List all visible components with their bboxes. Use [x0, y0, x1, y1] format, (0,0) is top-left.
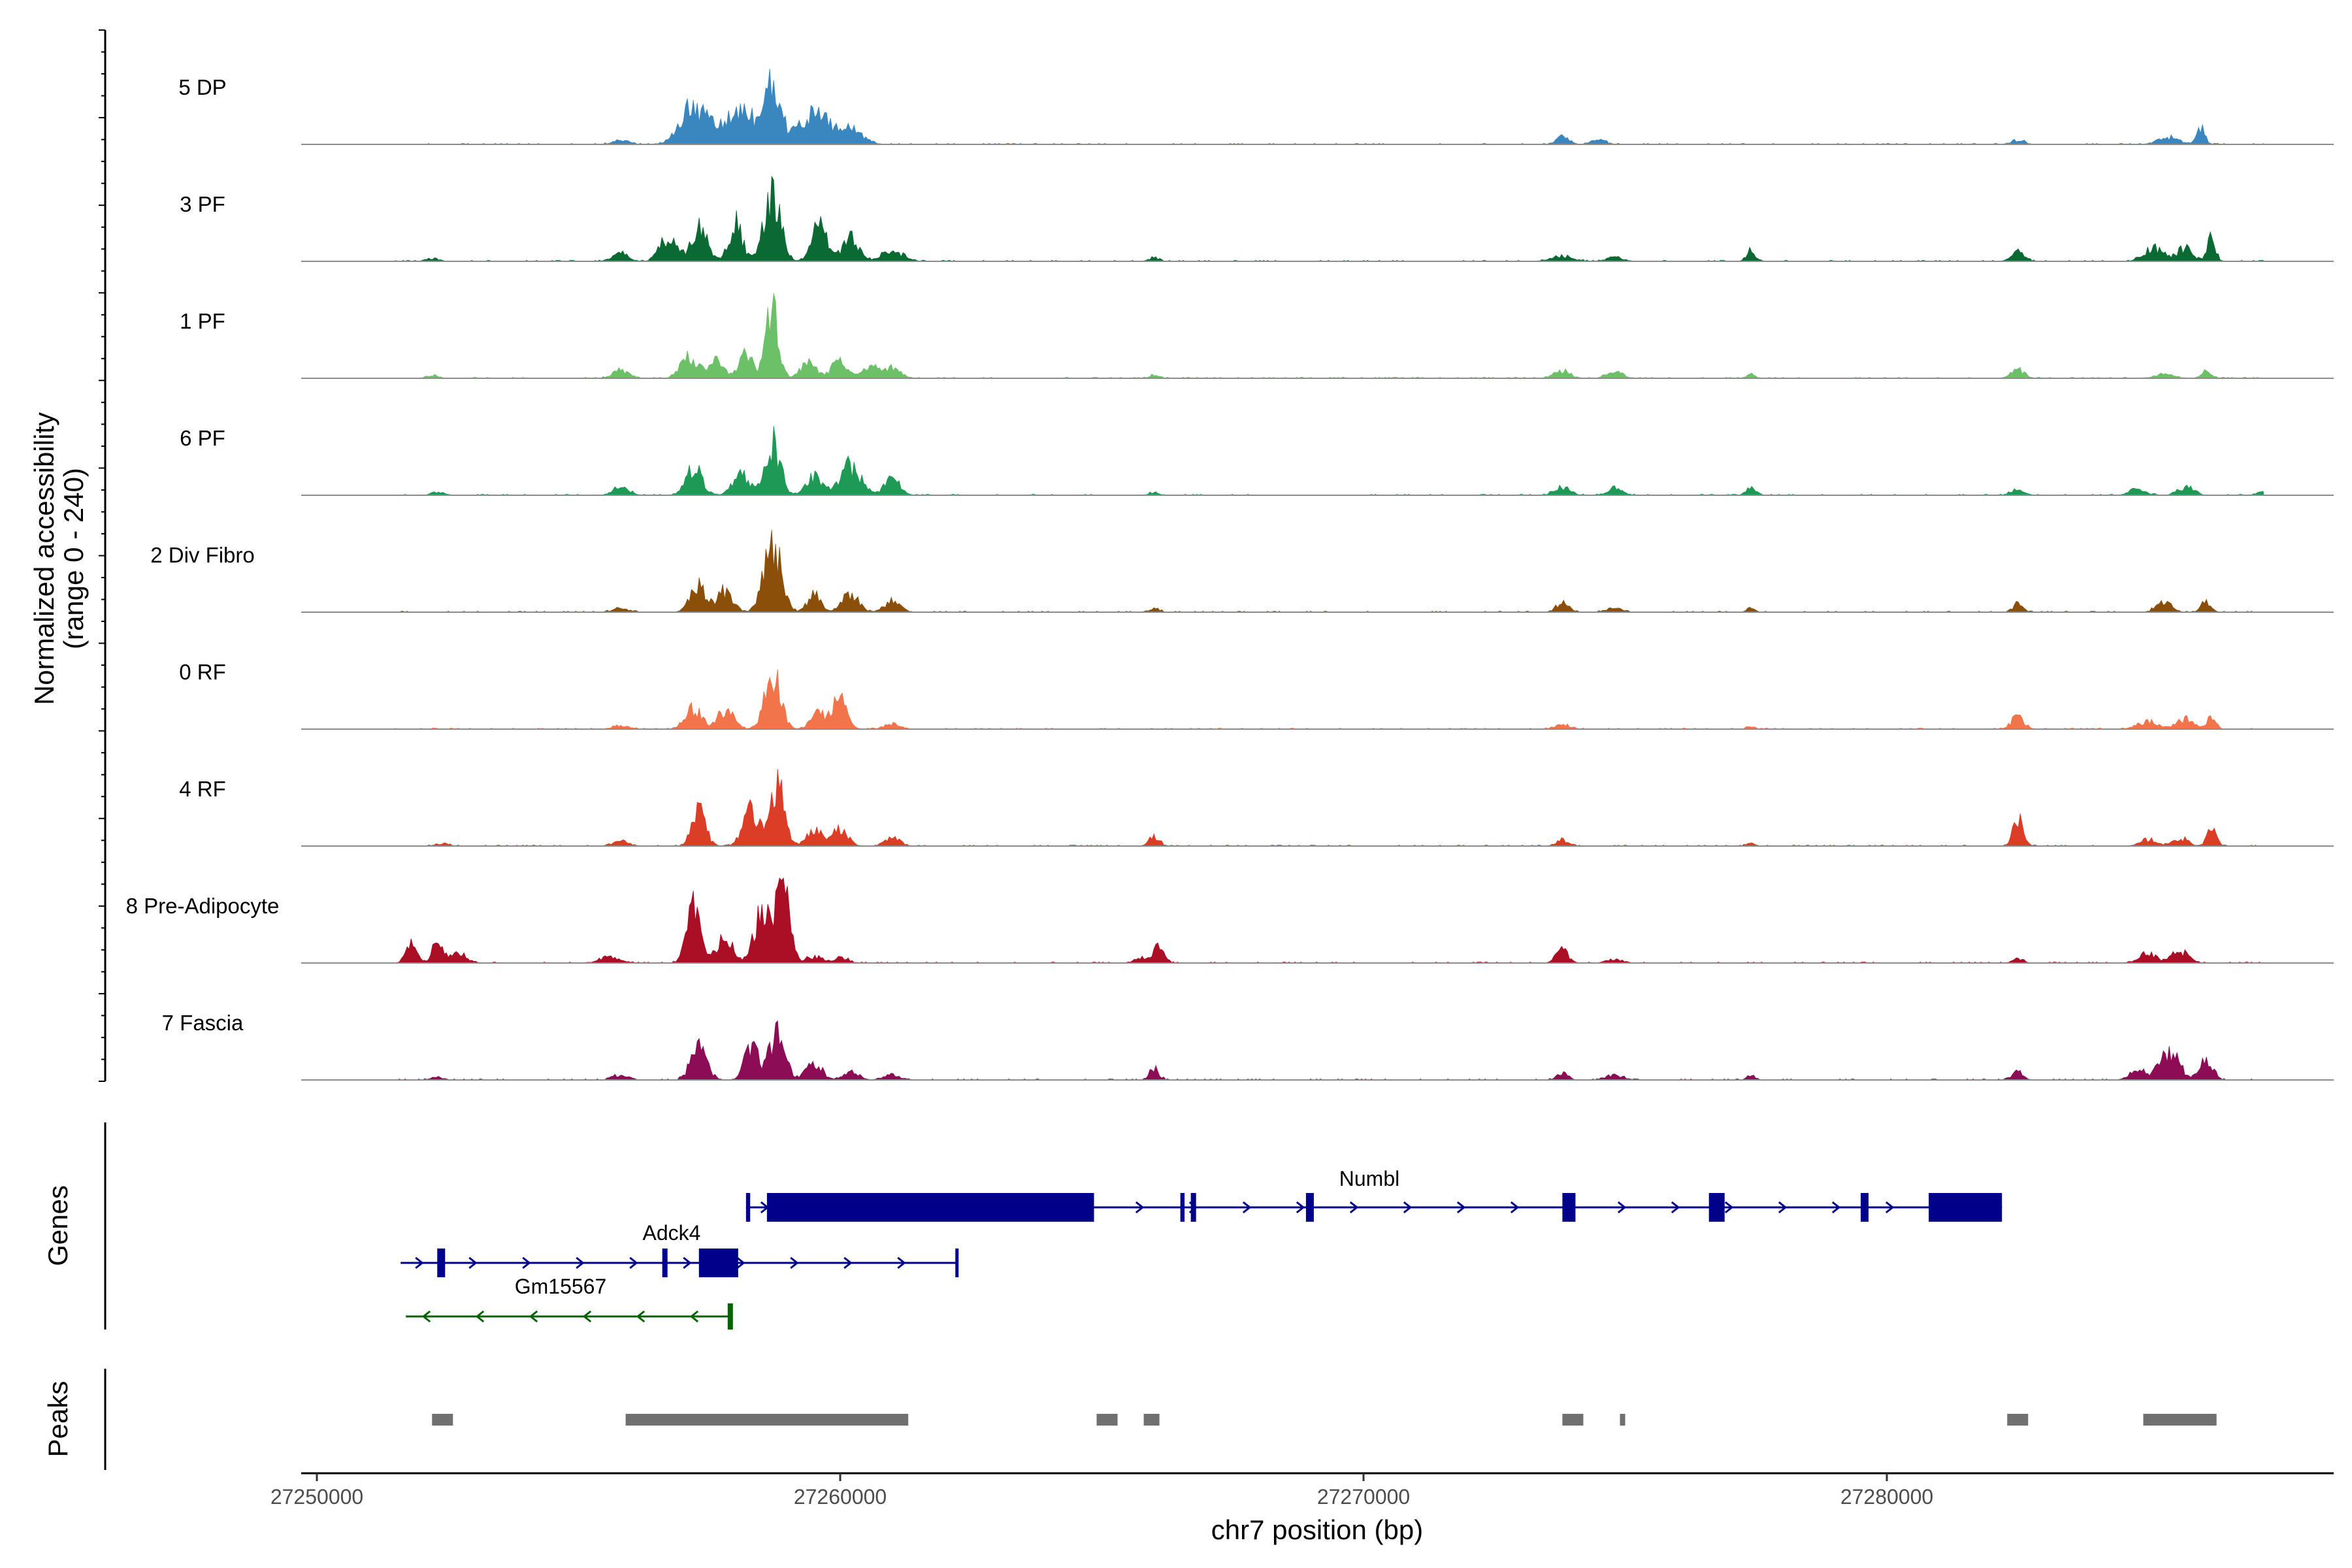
- peak-region: [2143, 1414, 2217, 1426]
- coverage-track: 2 Div Fibro: [150, 530, 2334, 613]
- strand-arrow: [1296, 1201, 1305, 1214]
- strand-arrow: [1724, 1201, 1734, 1214]
- exon-block: [1929, 1193, 2002, 1222]
- peaks-track-title: Peaks: [42, 1381, 73, 1458]
- exon-block: [1180, 1193, 1185, 1222]
- strand-arrow: [683, 1256, 692, 1269]
- x-tick-label: 27280000: [1840, 1485, 1933, 1509]
- exon-block: [766, 1193, 1094, 1222]
- peak-region: [1143, 1414, 1160, 1426]
- peak-region: [1562, 1414, 1584, 1426]
- track-label: 6 PF: [180, 426, 225, 450]
- gene-annotation-track: Numbl Adck4 Gm15567: [400, 1167, 2002, 1330]
- coverage-track: 6 PF: [180, 425, 2334, 496]
- gene-label: Gm15567: [515, 1275, 607, 1298]
- coverage-track: 8 Pre-Adipocyte: [126, 877, 2334, 964]
- exon-block: [1190, 1193, 1196, 1222]
- exon-block: [955, 1249, 959, 1277]
- strand-arrow: [522, 1256, 531, 1269]
- peak-region: [625, 1414, 909, 1426]
- strand-arrow: [1403, 1201, 1413, 1214]
- track-label: 2 Div Fibro: [150, 543, 255, 567]
- exon-block: [1860, 1193, 1869, 1222]
- peak-region: [1620, 1414, 1625, 1426]
- coverage-track: 3 PF: [180, 175, 2334, 262]
- strand-arrow: [529, 1310, 538, 1323]
- strand-arrow: [576, 1256, 585, 1269]
- strand-arrow: [636, 1310, 645, 1323]
- strand-arrow: [629, 1256, 638, 1269]
- strand-arrow: [1831, 1201, 1841, 1214]
- strand-arrow: [790, 1256, 799, 1269]
- peak-region: [432, 1414, 453, 1426]
- strand-arrow: [1778, 1201, 1788, 1214]
- strand-arrow: [421, 1310, 431, 1323]
- y-axis-title-line1: Normalized accessibility: [29, 412, 59, 705]
- coverage-track: 1 PF: [180, 293, 2334, 379]
- exon-block: [1305, 1193, 1314, 1222]
- exon-block: [437, 1249, 446, 1277]
- x-tick-label: 27250000: [270, 1485, 363, 1509]
- axes: 27250000 27260000 27270000 27280000: [99, 29, 2334, 1509]
- exon-block: [745, 1193, 751, 1222]
- strand-arrow: [1510, 1201, 1520, 1214]
- gene-model: [745, 1193, 2002, 1222]
- coverage-track: 4 RF: [179, 768, 2334, 847]
- strand-arrow: [689, 1310, 699, 1323]
- track-label: 8 Pre-Adipocyte: [126, 894, 280, 918]
- strand-arrow: [1617, 1201, 1627, 1214]
- exon-block: [1708, 1193, 1725, 1222]
- strand-arrow: [415, 1256, 424, 1269]
- coverage-track: 7 Fascia: [162, 1011, 2334, 1081]
- strand-arrow: [475, 1310, 485, 1323]
- peak-region: [1096, 1414, 1118, 1426]
- x-tick-label: 27270000: [1317, 1485, 1410, 1509]
- exon-block: [662, 1249, 668, 1277]
- exon-block: [1562, 1193, 1576, 1222]
- x-axis-title: chr7 position (bp): [1211, 1514, 1424, 1545]
- coverage-track: 0 RF: [179, 660, 2334, 730]
- genes-track-title: Genes: [42, 1185, 73, 1266]
- gene-model: [406, 1303, 733, 1330]
- strand-arrow: [736, 1256, 745, 1269]
- y-axis-title-line2: (range 0 - 240): [58, 468, 89, 649]
- strand-arrow: [897, 1256, 906, 1269]
- coverage-tracks: 5 DP 3 PF 1 PF 6 PF 2 Div Fibro 0 RF 4 RF 8 Pre…: [126, 69, 2334, 1081]
- peak-region: [2007, 1414, 2029, 1426]
- strand-arrow: [582, 1310, 592, 1323]
- x-tick-label: 27260000: [794, 1485, 887, 1509]
- strand-arrow: [1456, 1201, 1466, 1214]
- track-label: 7 Fascia: [162, 1011, 244, 1035]
- strand-arrow: [1242, 1201, 1252, 1214]
- exon-block: [727, 1303, 733, 1330]
- exon-block: [698, 1249, 738, 1277]
- coverage-track: 5 DP: [178, 69, 2334, 145]
- strand-arrow: [468, 1256, 478, 1269]
- strand-arrow: [1135, 1201, 1145, 1214]
- track-label: 4 RF: [179, 777, 226, 801]
- strand-arrow: [1671, 1201, 1680, 1214]
- gene-label: Numbl: [1339, 1167, 1399, 1190]
- strand-arrow: [1349, 1201, 1359, 1214]
- strand-arrow: [843, 1256, 853, 1269]
- track-label: 0 RF: [179, 660, 226, 684]
- track-label: 1 PF: [180, 309, 225, 333]
- gene-model: [400, 1249, 959, 1277]
- gene-label: Adck4: [643, 1221, 701, 1245]
- peak-track: [432, 1414, 2217, 1426]
- track-label: 5 DP: [178, 75, 226, 99]
- strand-arrow: [1885, 1201, 1895, 1214]
- track-label: 3 PF: [180, 192, 225, 216]
